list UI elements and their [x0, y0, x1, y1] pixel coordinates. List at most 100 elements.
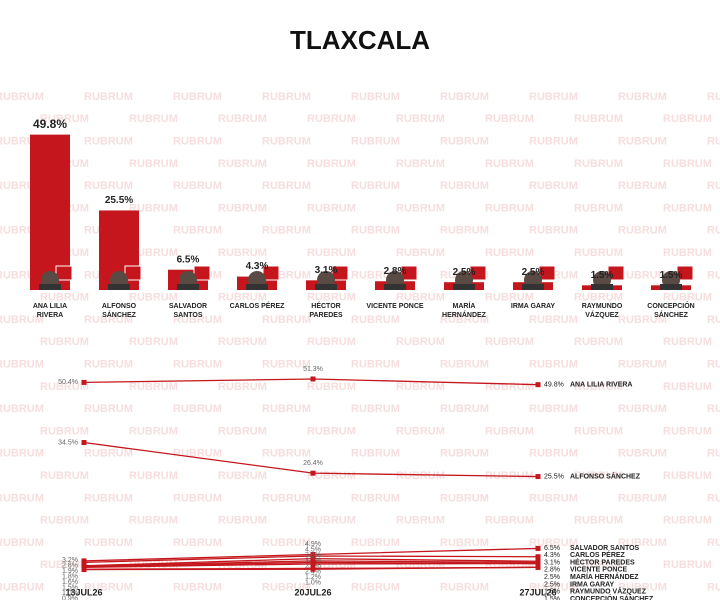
- photo-body: [660, 284, 682, 290]
- watermark: RUBRUM: [663, 515, 712, 527]
- watermark: RUBRUM: [262, 403, 311, 415]
- photo-body: [39, 284, 61, 290]
- flag: [55, 265, 73, 281]
- watermark: RUBRUM: [40, 470, 89, 482]
- watermark: RUBRUM: [574, 158, 623, 170]
- watermark: RUBRUM: [173, 91, 222, 103]
- watermark: RUBRUM: [84, 492, 133, 504]
- watermark: RUBRUM: [440, 136, 489, 148]
- watermark: RUBRUM: [485, 381, 534, 393]
- photo-body: [522, 284, 544, 290]
- value-label: 50.4%: [58, 379, 78, 386]
- watermark: RUBRUM: [262, 359, 311, 371]
- category-label: VICENTE PONCE: [366, 303, 424, 310]
- watermark: RUBRUM: [618, 314, 667, 326]
- flag: [400, 265, 418, 281]
- point: [310, 561, 316, 567]
- watermark: RUBRUM: [396, 202, 445, 214]
- watermark: RUBRUM: [307, 425, 356, 437]
- photo-body: [108, 284, 130, 290]
- flag: [607, 265, 625, 281]
- category-label: CARLOS PÉREZ: [229, 303, 285, 310]
- flag: [331, 265, 349, 281]
- value-label: 2.5%: [522, 267, 545, 278]
- category-label: HÉCTOR PAREDES: [309, 303, 343, 319]
- watermark: RUBRUM: [307, 292, 356, 304]
- value-label: 3.8%: [305, 552, 321, 559]
- watermark: RUBRUM: [529, 492, 578, 504]
- category-label: SALVADOR SANTOS: [168, 303, 208, 319]
- value-label: 4.9%: [305, 541, 321, 548]
- watermark: RUBRUM: [307, 113, 356, 125]
- value-label: 1.8%: [62, 573, 78, 580]
- value-label: 1.0%: [305, 579, 321, 586]
- watermark: RUBRUM: [173, 582, 222, 594]
- watermark: RUBRUM: [618, 359, 667, 371]
- value-label: 1.5%: [62, 584, 78, 591]
- watermark: RUBRUM: [40, 292, 89, 304]
- value-label: 4.3%: [246, 261, 269, 272]
- legend-label: VICENTE PONCE: [570, 567, 628, 574]
- value-label: 49.8%: [33, 117, 67, 131]
- watermark: RUBRUM: [440, 359, 489, 371]
- flag: [193, 265, 211, 281]
- watermark: RUBRUM: [707, 136, 720, 148]
- watermark: RUBRUM: [351, 448, 400, 460]
- point: [310, 566, 316, 572]
- watermark: RUBRUM: [129, 158, 178, 170]
- point: [81, 567, 87, 573]
- watermark: RUBRUM: [84, 582, 133, 594]
- watermark: RUBRUM: [84, 91, 133, 103]
- category-label: RAYMUNDO VÁZQUEZ: [581, 303, 623, 319]
- watermark: RUBRUM: [574, 113, 623, 125]
- watermark: RUBRUM: [262, 492, 311, 504]
- watermark: RUBRUM: [129, 515, 178, 527]
- point: [535, 554, 541, 560]
- category-label: MARÍA HERNÁNDEZ: [442, 303, 486, 319]
- watermark: RUBRUM: [663, 559, 712, 571]
- value-label: 25.5%: [544, 473, 564, 480]
- watermark: RUBRUM: [663, 292, 712, 304]
- watermark: RUBRUM: [396, 470, 445, 482]
- watermark: RUBRUM: [707, 492, 720, 504]
- watermark: RUBRUM: [218, 292, 267, 304]
- watermark: RUBRUM: [574, 470, 623, 482]
- watermark: RUBRUM: [663, 381, 712, 393]
- watermark: RUBRUM: [396, 158, 445, 170]
- point: [535, 561, 541, 567]
- watermark: RUBRUM: [529, 448, 578, 460]
- watermark: RUBRUM: [618, 180, 667, 192]
- watermark: RUBRUM: [663, 158, 712, 170]
- watermark: RUBRUM: [618, 91, 667, 103]
- watermark: RUBRUM: [307, 515, 356, 527]
- x-tick-label: 27JUL26: [519, 587, 556, 597]
- watermark: RUBRUM: [262, 448, 311, 460]
- watermark: RUBRUM: [440, 537, 489, 549]
- watermark: RUBRUM: [618, 537, 667, 549]
- watermark: RUBRUM: [529, 403, 578, 415]
- chart-title: TLAXCALA: [290, 25, 430, 55]
- watermark: RUBRUM: [707, 448, 720, 460]
- watermark: RUBRUM: [0, 91, 44, 103]
- watermark: RUBRUM: [262, 136, 311, 148]
- watermark: RUBRUM: [84, 136, 133, 148]
- watermark: RUBRUM: [129, 381, 178, 393]
- category-label: CONCEPCIÓN SÁNCHEZ: [647, 303, 695, 319]
- watermark: RUBRUM: [529, 136, 578, 148]
- photo-body: [315, 284, 337, 290]
- legend-label: SALVADOR SANTOS: [570, 545, 640, 552]
- value-label: 2.5%: [453, 267, 476, 278]
- watermark: RUBRUM: [485, 292, 534, 304]
- watermark: RUBRUM: [396, 247, 445, 259]
- watermark: RUBRUM: [218, 470, 267, 482]
- value-label: 2.8%: [62, 562, 78, 569]
- watermark: RUBRUM: [218, 113, 267, 125]
- watermark: RUBRUM: [129, 113, 178, 125]
- value-label: 2.5%: [544, 581, 560, 588]
- watermark: RUBRUM: [351, 136, 400, 148]
- point: [535, 564, 541, 570]
- watermark: RUBRUM: [396, 336, 445, 348]
- value-label: 6.5%: [177, 254, 200, 265]
- watermark: RUBRUM: [707, 582, 720, 594]
- watermark: RUBRUM: [574, 336, 623, 348]
